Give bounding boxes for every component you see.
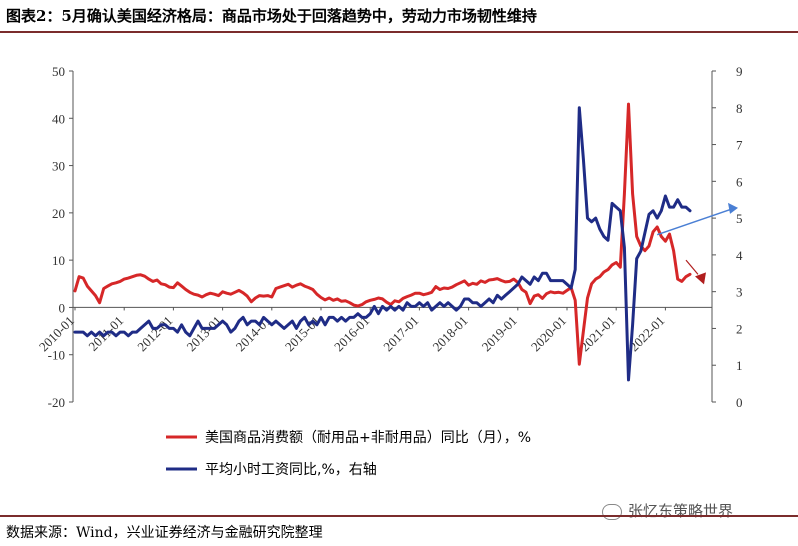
x-tick-label: 2017-01 — [380, 313, 421, 354]
trend-arrow-line — [656, 208, 733, 236]
right-tick-label: 3 — [736, 285, 743, 300]
legend-label: 美国商品消费额（耐用品+非耐用品）同比（月），% — [205, 430, 531, 446]
watermark: 张忆东策略世界 — [602, 500, 733, 521]
left-tick-label: 50 — [52, 64, 65, 79]
right-tick-label: 9 — [736, 64, 743, 79]
right-tick-label: 4 — [736, 248, 743, 263]
wechat-icon — [602, 503, 622, 520]
right-tick-label: 0 — [736, 395, 743, 410]
chart-lines — [73, 102, 738, 382]
left-tick-label: -20 — [48, 395, 65, 410]
right-tick-label: 2 — [736, 321, 743, 336]
series-line-goods-consumption — [73, 102, 692, 366]
right-tick-label: 5 — [736, 211, 743, 226]
left-tick-label: 40 — [52, 111, 65, 126]
right-tick-label: 7 — [736, 138, 743, 153]
marker-leader-line — [685, 259, 699, 275]
left-tick-label: 30 — [52, 159, 65, 174]
chart-title: 图表2：5月确认美国经济格局：商品市场处于回落趋势中，劳动力市场韧性维持 — [6, 7, 537, 25]
left-tick-label: 20 — [52, 206, 65, 221]
right-tick-label: 1 — [736, 358, 743, 373]
left-tick-label: 0 — [59, 300, 66, 315]
series-end-marker — [695, 272, 706, 285]
data-source: 数据来源：Wind，兴业证券经济与金融研究院整理 — [6, 525, 323, 541]
footer-divider — [0, 515, 798, 517]
chart-legend: 美国商品消费额（耐用品+非耐用品）同比（月），% 平均小时工资同比,%，右轴 — [166, 430, 531, 478]
left-tick-label: 10 — [52, 253, 65, 268]
watermark-text: 张忆东策略世界 — [628, 502, 734, 520]
legend-label: 平均小时工资同比,%，右轴 — [205, 462, 377, 478]
series-line-hourly-wage — [73, 106, 692, 382]
trend-arrow-head — [728, 202, 738, 214]
x-tick-label: 2012-01 — [134, 313, 175, 354]
x-tick-label: 2018-01 — [429, 313, 470, 354]
title-divider — [0, 31, 798, 33]
right-tick-label: 8 — [736, 101, 743, 116]
x-tick-label: 2020-01 — [528, 313, 569, 354]
right-tick-label: 6 — [736, 174, 743, 189]
x-tick-label: 2019-01 — [479, 313, 520, 354]
left-tick-label: -10 — [48, 348, 65, 363]
